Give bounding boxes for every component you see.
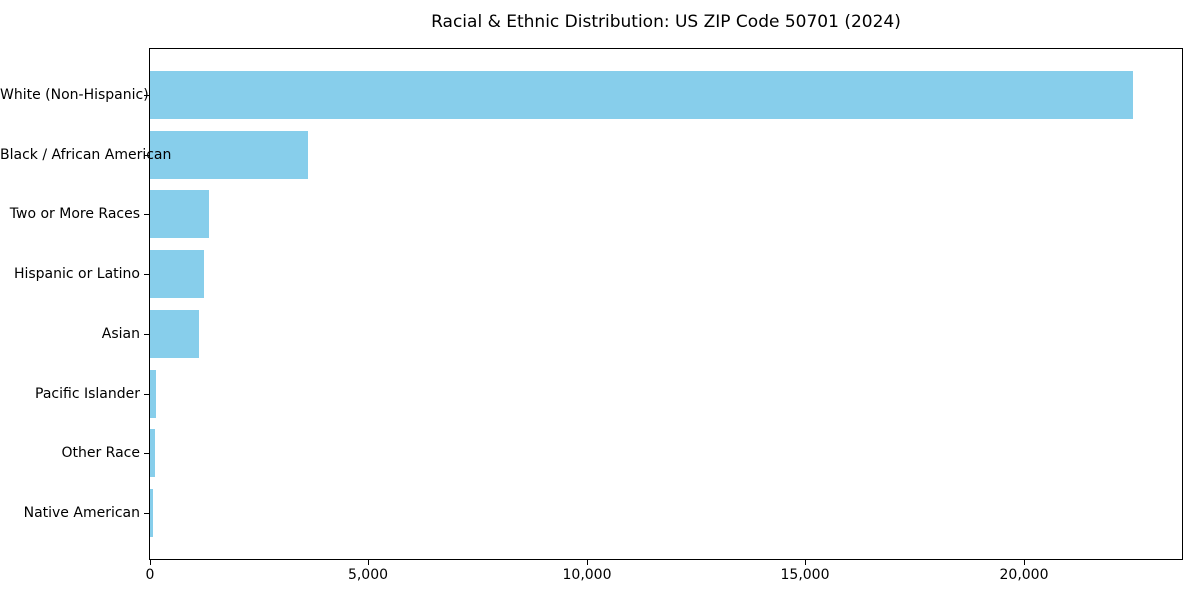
bar-black-african-american xyxy=(150,131,308,179)
bar-hispanic-or-latino xyxy=(150,250,204,298)
x-tick-mark xyxy=(150,560,151,565)
x-tick-mark xyxy=(587,560,588,565)
y-tick-mark xyxy=(144,155,149,156)
y-tick-label-native-american: Native American xyxy=(23,505,140,521)
bar-two-or-more-races xyxy=(150,190,209,238)
y-tick-mark xyxy=(144,513,149,514)
y-tick-mark xyxy=(144,334,149,335)
y-tick-mark xyxy=(144,95,149,96)
y-tick-mark xyxy=(144,214,149,215)
y-tick-label-black-african-american: Black / African American xyxy=(0,147,172,163)
bar-pacific-islander xyxy=(150,370,156,418)
y-tick-mark xyxy=(144,274,149,275)
y-tick-mark xyxy=(144,453,149,454)
y-tick-label-two-or-more-races: Two or More Races xyxy=(9,206,140,222)
bar-other-race xyxy=(150,429,155,477)
x-tick-mark xyxy=(805,560,806,565)
x-tick-mark xyxy=(368,560,369,565)
y-tick-label-asian: Asian xyxy=(101,326,140,342)
chart-title: Racial & Ethnic Distribution: US ZIP Cod… xyxy=(431,12,901,32)
y-tick-label-white-non-hispanic: White (Non-Hispanic) xyxy=(0,87,149,103)
y-tick-label-hispanic-or-latino: Hispanic or Latino xyxy=(13,266,140,282)
x-tick-label: 0 xyxy=(145,567,155,583)
x-tick-label: 5,000 xyxy=(347,567,389,583)
x-tick-label: 15,000 xyxy=(780,567,830,583)
bar-native-american xyxy=(150,489,153,537)
y-tick-label-other-race: Other Race xyxy=(61,445,140,461)
x-tick-mark xyxy=(1024,560,1025,565)
y-tick-label-pacific-islander: Pacific Islander xyxy=(35,386,140,402)
x-tick-label: 10,000 xyxy=(562,567,612,583)
bar-asian xyxy=(150,310,199,358)
bar-white-non-hispanic xyxy=(150,71,1133,119)
plot-area xyxy=(149,48,1183,560)
x-tick-label: 20,000 xyxy=(999,567,1049,583)
y-tick-mark xyxy=(144,394,149,395)
